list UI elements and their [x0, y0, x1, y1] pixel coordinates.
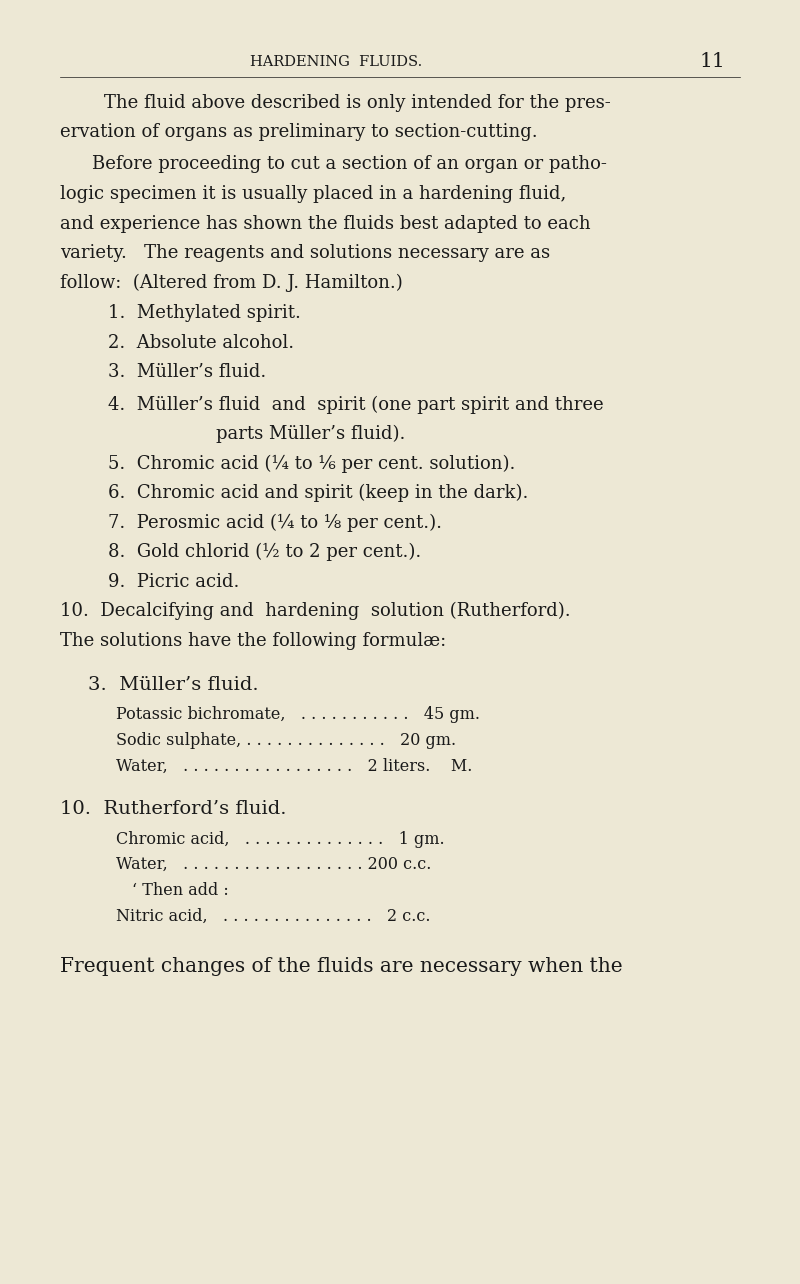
- Text: 9.  Picric acid.: 9. Picric acid.: [108, 573, 239, 591]
- Text: Chromic acid,   . . . . . . . . . . . . . .   1 gm.: Chromic acid, . . . . . . . . . . . . . …: [116, 831, 445, 847]
- Text: parts Müller’s fluid).: parts Müller’s fluid).: [216, 425, 406, 443]
- Text: ervation of organs as preliminary to section-cutting.: ervation of organs as preliminary to sec…: [60, 123, 538, 141]
- Text: HARDENING  FLUIDS.: HARDENING FLUIDS.: [250, 55, 422, 68]
- Text: 10.  Rutherford’s fluid.: 10. Rutherford’s fluid.: [60, 800, 286, 818]
- Text: Nitric acid,   . . . . . . . . . . . . . . .   2 c.c.: Nitric acid, . . . . . . . . . . . . . .…: [116, 908, 430, 924]
- Text: The fluid above described is only intended for the pres-: The fluid above described is only intend…: [104, 94, 610, 112]
- Text: and experience has shown the fluids best adapted to each: and experience has shown the fluids best…: [60, 214, 590, 232]
- Text: 8.  Gold chlorid (½ to 2 per cent.).: 8. Gold chlorid (½ to 2 per cent.).: [108, 543, 422, 561]
- Text: 3.  Müller’s fluid.: 3. Müller’s fluid.: [88, 675, 258, 693]
- Text: Before proceeding to cut a section of an organ or patho-: Before proceeding to cut a section of an…: [92, 155, 607, 173]
- Text: Sodic sulphate, . . . . . . . . . . . . . .   20 gm.: Sodic sulphate, . . . . . . . . . . . . …: [116, 732, 456, 749]
- Text: 2.  Absolute alcohol.: 2. Absolute alcohol.: [108, 334, 294, 352]
- Text: Potassic bichromate,   . . . . . . . . . . .   45 gm.: Potassic bichromate, . . . . . . . . . .…: [116, 706, 480, 723]
- Text: 3.  Müller’s fluid.: 3. Müller’s fluid.: [108, 363, 266, 381]
- Text: follow:  (Altered from D. J. Hamilton.): follow: (Altered from D. J. Hamilton.): [60, 273, 402, 291]
- Text: variety.   The reagents and solutions necessary are as: variety. The reagents and solutions nece…: [60, 244, 550, 262]
- Text: 6.  Chromic acid and spirit (keep in the dark).: 6. Chromic acid and spirit (keep in the …: [108, 484, 528, 502]
- Text: Water,   . . . . . . . . . . . . . . . . . . 200 c.c.: Water, . . . . . . . . . . . . . . . . .…: [116, 856, 431, 873]
- Text: 7.  Perosmic acid (¼ to ⅛ per cent.).: 7. Perosmic acid (¼ to ⅛ per cent.).: [108, 514, 442, 532]
- Text: Water,   . . . . . . . . . . . . . . . . .   2 liters.    M.: Water, . . . . . . . . . . . . . . . . .…: [116, 758, 472, 774]
- Text: 5.  Chromic acid (¼ to ⅙ per cent. solution).: 5. Chromic acid (¼ to ⅙ per cent. soluti…: [108, 455, 515, 473]
- Text: 11: 11: [699, 53, 725, 71]
- Text: Frequent changes of the fluids are necessary when the: Frequent changes of the fluids are neces…: [60, 957, 622, 976]
- Text: The solutions have the following formulæ:: The solutions have the following formulæ…: [60, 632, 446, 650]
- Text: 1.  Methylated spirit.: 1. Methylated spirit.: [108, 304, 301, 322]
- Text: 4.  Müller’s fluid  and  spirit (one part spirit and three: 4. Müller’s fluid and spirit (one part s…: [108, 395, 604, 413]
- Text: 10.  Decalcifying and  hardening  solution (Rutherford).: 10. Decalcifying and hardening solution …: [60, 602, 570, 620]
- Text: ‘ Then add :: ‘ Then add :: [132, 882, 229, 899]
- Text: logic specimen it is usually placed in a hardening fluid,: logic specimen it is usually placed in a…: [60, 185, 566, 203]
